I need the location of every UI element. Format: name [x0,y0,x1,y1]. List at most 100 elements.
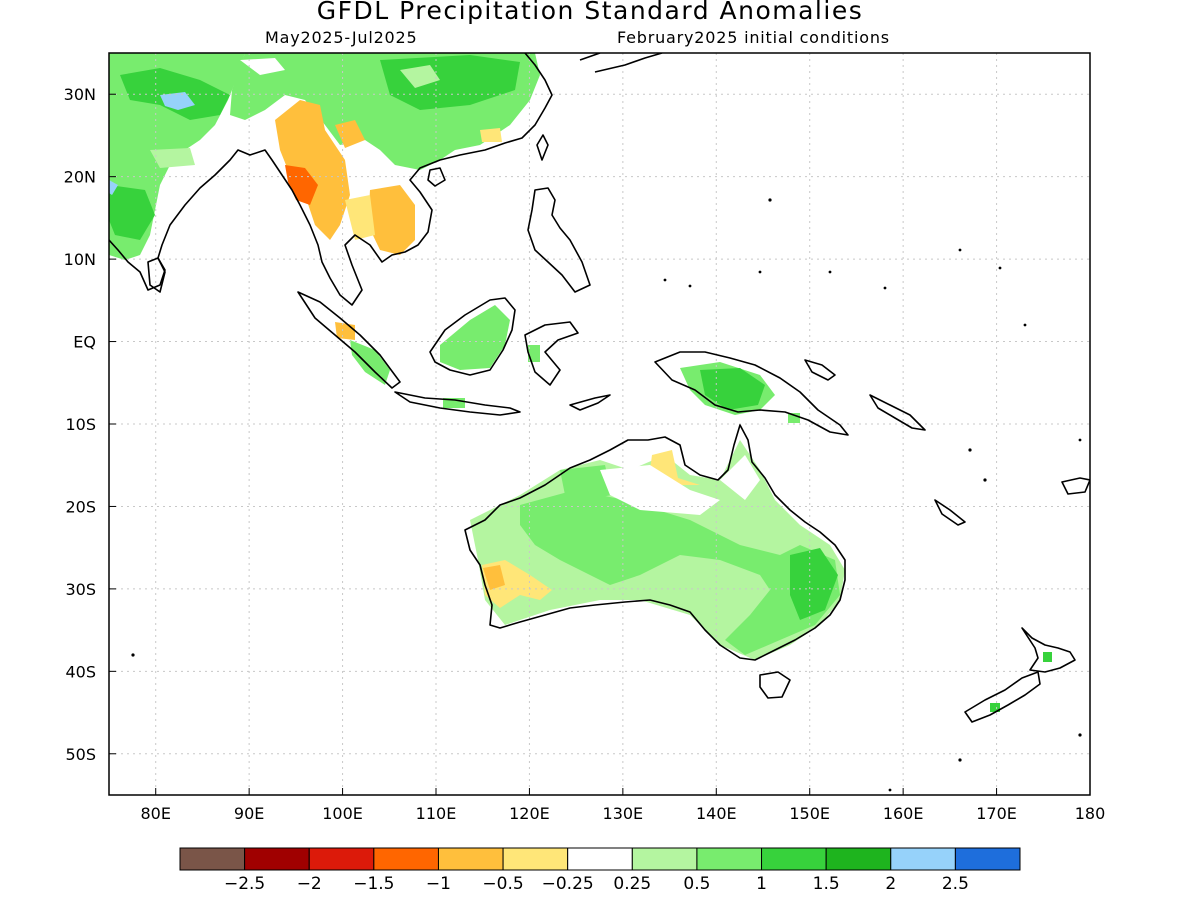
island-kermadec [1078,733,1082,737]
lat-label: EQ [73,333,96,352]
colorbar-swatch [631,847,698,871]
forecast-period: May2025-Jul2025 [265,28,418,47]
coast-japan [579,53,663,73]
wet-region-borneo [440,305,510,370]
island-micronesia-4 [828,270,832,274]
lat-label: 10S [65,415,96,434]
lon-label: 180 [1075,804,1106,823]
small-islands [131,198,1082,792]
colorbar-label: 0.5 [683,874,710,894]
island-micronesia-2 [688,284,692,288]
colorbar-label: −1 [426,874,451,894]
longitude-labels: 80E 90E 100E 110E 120E 130E 140E 150E 160E 170E 18… [140,788,1105,823]
lon-label: 130E [603,804,644,823]
lon-label: 90E [234,804,264,823]
weak-patch-tibet [240,58,285,75]
lon-label: 100E [322,804,363,823]
wet-vstrong-tibet [160,92,195,110]
coast-borneo [429,297,516,376]
map-frame [108,52,1091,796]
initial-conditions: February2025 initial conditions [617,28,890,47]
colorbar-label: 2.5 [942,874,969,894]
island-vanuatu-1 [968,448,972,452]
colorbar-label: 2 [885,874,896,894]
colorbar [179,847,1021,871]
colorbar-label: −0.25 [542,874,594,894]
coast-asia-mainland [109,53,553,306]
coast-java [394,391,521,416]
colorbar-label: −1.5 [353,874,394,894]
coast-solomons [869,394,926,431]
wet-region-australia-north [560,465,612,500]
island-chatham [958,758,962,762]
wet-region-newzealand [1043,652,1052,662]
map-title: GFDL Precipitation Standard Anomalies [316,0,864,25]
colorbar-swatch [502,847,569,871]
dry-strong-myanmar [285,165,318,205]
map-area [109,53,1090,795]
colorbar-label: 1.5 [813,874,840,894]
anomaly-shading [109,53,1052,712]
colorbar-swatch [308,847,375,871]
graticule [109,53,1090,795]
latitude-labels: 30N 20N 10N EQ 10S 20S 30S 40S 50S [64,85,116,764]
dry-region-myanmar [275,100,350,240]
dry-weak-thailand [345,195,375,240]
lat-label: 30S [65,580,96,599]
island-micronesia-5 [883,286,887,290]
coast-newzealand-south [964,671,1041,723]
coast-newguinea [654,351,849,436]
lon-label: 80E [140,804,170,823]
colorbar-label: 0.25 [613,874,651,894]
wet-strong-australia-east [790,548,838,620]
coast-fiji [1061,477,1090,495]
coast-australia [464,424,846,661]
coast-philippines [527,187,591,293]
colorbar-swatch [244,847,310,871]
colorbar-label: −2 [297,874,322,894]
colorbar-swatch [890,847,956,871]
normal-patch-australia-east [720,455,760,500]
lon-label: 120E [509,804,550,823]
island-tonga [1078,438,1082,442]
coast-sumatra [297,291,401,389]
colorbar-label: −0.5 [482,874,523,894]
colorbar-swatch [373,847,439,871]
coast-srilanka [147,257,166,293]
coast-taiwan [536,134,549,161]
lat-label: 50S [65,745,96,764]
island-micronesia-1 [663,278,667,282]
coastlines [109,53,1090,723]
colorbar-swatch [761,847,827,871]
dry-weak-southchina [480,128,502,142]
island-micronesia-3 [758,270,762,274]
wet-region-sulawesi [528,345,540,362]
island-marshall-1 [958,248,962,252]
wet-vstrong-india [109,180,118,195]
coast-tasmania [759,671,791,699]
colorbar-labels: −2.5 −2 −1.5 −1 −0.5 −0.25 0.25 0.5 1 1.5 2 2.5 [224,874,969,894]
lat-label: 20S [65,497,96,516]
island-vanuatu-2 [983,478,987,482]
lon-label: 160E [883,804,924,823]
island-marianas [768,198,772,202]
wet-region-newzealand-south [990,703,1000,712]
coast-newcaledonia [934,499,966,526]
wet-region-australia-central [520,490,840,655]
island-amsterdam [131,653,135,657]
lon-label: 150E [789,804,830,823]
colorbar-swatch [179,847,246,871]
coast-timor [569,394,611,411]
lat-label: 40S [65,662,96,681]
colorbar-swatch [696,847,763,871]
dry-region-vietnam [368,185,415,255]
wet-strong-india [109,185,155,240]
colorbar-swatch [437,847,504,871]
weak-patch-bengal [150,148,195,168]
colorbar-label: −2.5 [224,874,265,894]
wet-region-sumatra [350,340,390,385]
lon-label: 110E [416,804,457,823]
normal-patch-australia [600,465,720,515]
lat-label: 30N [64,85,96,104]
